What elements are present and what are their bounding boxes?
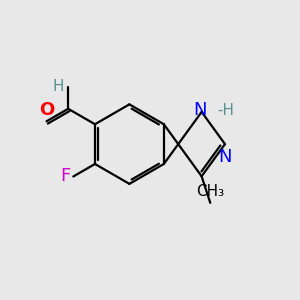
Text: H: H (52, 79, 64, 94)
Text: F: F (60, 167, 70, 185)
Text: O: O (39, 101, 54, 119)
Text: CH₃: CH₃ (196, 184, 224, 199)
Text: N: N (218, 148, 232, 166)
Text: -H: -H (217, 103, 234, 118)
Text: N: N (194, 101, 207, 119)
